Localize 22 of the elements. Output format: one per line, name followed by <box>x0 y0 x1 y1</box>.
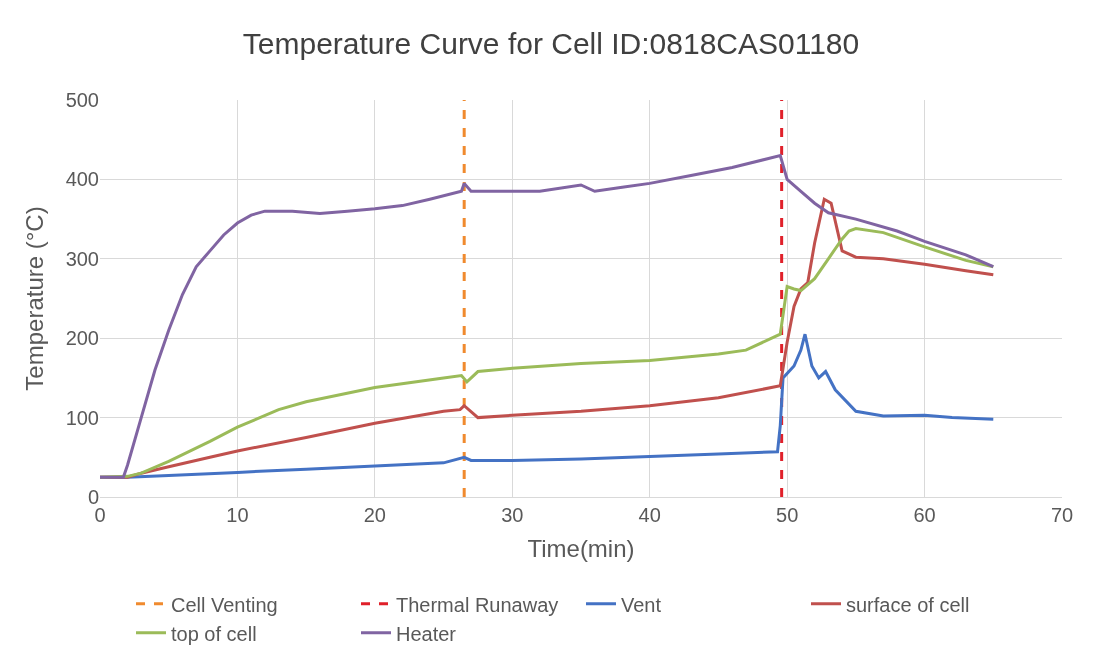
y-axis-title: Temperature (°C) <box>20 206 48 391</box>
y-tick-label: 300 <box>65 247 99 270</box>
legend-label: Vent <box>621 593 662 616</box>
x-axis-title: Time(min) <box>527 535 635 563</box>
legend-label: top of cell <box>171 622 257 645</box>
y-tick-label: 100 <box>65 406 99 429</box>
legend-label: Cell Venting <box>171 593 278 616</box>
x-tick-label: 70 <box>1050 504 1074 526</box>
y-tick-label: 400 <box>65 168 99 191</box>
x-tick-label: 30 <box>501 504 524 526</box>
x-tick-label: 60 <box>913 504 936 526</box>
x-tick-label: 50 <box>776 504 799 526</box>
y-tick-label: 0 <box>87 486 99 508</box>
y-tick-label: 500 <box>65 89 99 111</box>
legend-label: Heater <box>396 622 457 645</box>
legend-label: Thermal Runaway <box>396 593 559 616</box>
y-tick-label: 200 <box>65 327 99 350</box>
chart-title: Temperature Curve for Cell ID:0818CAS01180 <box>242 27 860 61</box>
x-tick-label: 20 <box>363 504 386 526</box>
x-tick-label: 40 <box>638 504 661 526</box>
legend-label: surface of cell <box>846 593 970 616</box>
x-tick-label: 10 <box>226 504 249 526</box>
